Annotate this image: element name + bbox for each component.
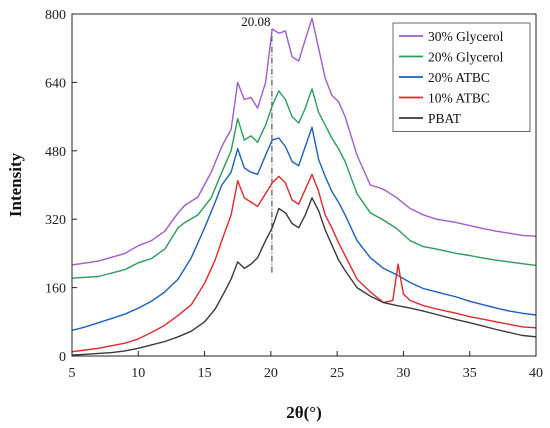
legend-label-0: 30% Glycerol bbox=[428, 29, 504, 44]
y-tick-label: 640 bbox=[45, 76, 66, 91]
y-axis-ticks: 0 160 320 480 640 800 bbox=[45, 8, 77, 365]
y-tick-label: 800 bbox=[45, 8, 66, 23]
legend-label-1: 20% Glycerol bbox=[428, 50, 504, 65]
x-axis-ticks: 5 10 15 20 25 30 35 40 bbox=[69, 351, 543, 381]
y-tick-label: 0 bbox=[59, 350, 66, 365]
x-tick-label: 40 bbox=[529, 366, 543, 381]
legend-label-2: 20% ATBC bbox=[428, 70, 490, 85]
series-line-3 bbox=[71, 173, 537, 353]
y-tick-label: 480 bbox=[45, 145, 66, 160]
peak-annotation-label: 20.08 bbox=[241, 14, 270, 29]
plot-frame bbox=[71, 13, 537, 357]
x-tick-label: 5 bbox=[69, 366, 76, 381]
legend-label-4: PBAT bbox=[428, 111, 462, 126]
x-tick-label: 15 bbox=[198, 366, 212, 381]
x-tick-label: 35 bbox=[463, 366, 477, 381]
x-tick-label: 30 bbox=[396, 366, 410, 381]
series-lines bbox=[71, 17, 537, 356]
legend: 30% Glycerol 20% Glycerol 20% ATBC 10% ATBC… bbox=[392, 22, 531, 132]
peak-annotation: 20.08 bbox=[241, 14, 273, 273]
x-tick-label: 10 bbox=[131, 366, 145, 381]
series-line-1 bbox=[71, 88, 537, 279]
series-line-2 bbox=[71, 126, 537, 332]
series-line-0 bbox=[71, 17, 537, 266]
series-line-4 bbox=[71, 197, 537, 356]
y-tick-label: 320 bbox=[45, 213, 66, 228]
x-axis-title: 2θ(°) bbox=[286, 403, 322, 422]
x-tick-label: 25 bbox=[330, 366, 344, 381]
y-axis-title: Intensity bbox=[6, 152, 25, 217]
legend-label-3: 10% ATBC bbox=[428, 91, 490, 106]
y-tick-label: 160 bbox=[45, 282, 66, 297]
x-tick-label: 20 bbox=[264, 366, 278, 381]
